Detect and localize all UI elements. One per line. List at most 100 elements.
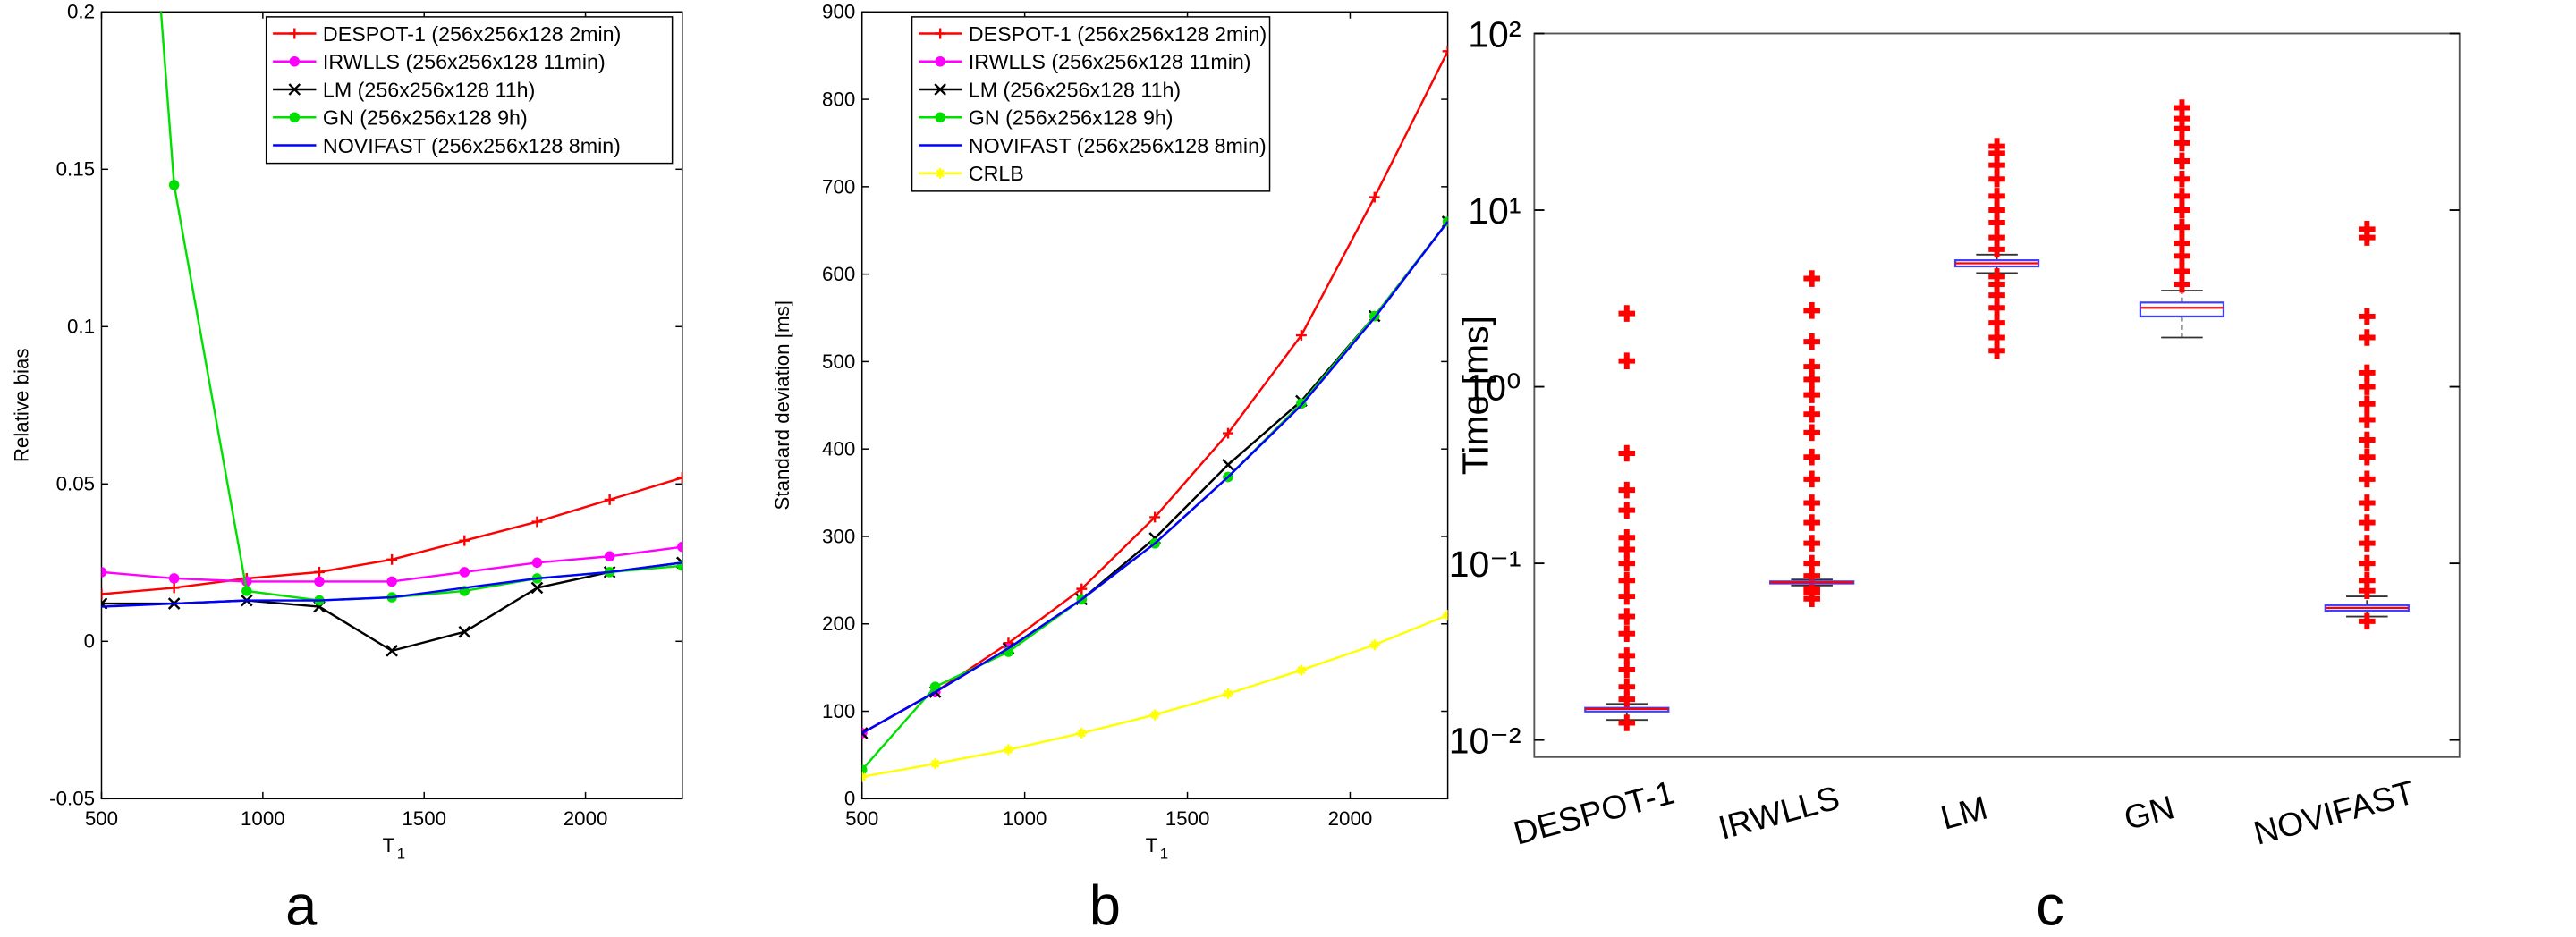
x-axis-label: T xyxy=(383,834,395,857)
marker xyxy=(386,645,398,657)
outlier xyxy=(2359,470,2376,488)
marker xyxy=(604,551,615,562)
outlier xyxy=(1803,514,1820,531)
outlier xyxy=(1618,554,1636,572)
x-tick-label: GN xyxy=(2120,788,2178,837)
legend-label: GN (256x256x128 9h) xyxy=(323,106,528,130)
outlier xyxy=(1618,502,1636,519)
outlier xyxy=(1618,714,1636,731)
outlier xyxy=(2359,494,2376,511)
outlier xyxy=(1618,647,1636,664)
marker xyxy=(531,557,543,569)
outlier xyxy=(1618,661,1636,679)
y-axis-label: Standard deviation [ms] xyxy=(771,300,793,510)
outlier xyxy=(1618,481,1636,499)
legend-label: GN (256x256x128 9h) xyxy=(969,106,1174,130)
panel-label: a xyxy=(285,875,318,937)
marker xyxy=(1223,427,1233,439)
x-axis-label: T xyxy=(1146,834,1158,857)
outlier xyxy=(2359,221,2376,238)
marker xyxy=(289,28,301,39)
outlier xyxy=(2359,448,2376,466)
series-group xyxy=(101,12,682,657)
marker xyxy=(288,83,301,96)
outlier xyxy=(2174,234,2190,252)
outlier xyxy=(1618,678,1636,696)
marker xyxy=(861,727,869,739)
legend-label: LM (256x256x128 11h) xyxy=(969,78,1181,101)
outlier xyxy=(1803,424,1820,442)
marker xyxy=(1149,709,1161,721)
marker xyxy=(1222,458,1234,471)
outlier xyxy=(1618,444,1636,462)
y-axis-label: Relative bias xyxy=(11,348,33,462)
marker xyxy=(935,28,946,39)
marker xyxy=(1295,330,1307,342)
marker xyxy=(289,55,301,67)
y-tick-label: 400 xyxy=(822,438,855,460)
line-chart: 0 100 200 300 400 500 600 700 800 900 500 1000 1500 2… xyxy=(771,1,1449,862)
marker xyxy=(935,112,945,123)
outlier xyxy=(1988,268,2005,285)
series-line xyxy=(101,561,682,608)
marker xyxy=(1003,744,1014,756)
outlier xyxy=(1803,554,1820,572)
x-tick-label: 1500 xyxy=(1165,807,1210,830)
box-chart: 10⁻² 10⁻¹ 10⁰ 10¹ 10² Time [ms] DESPOT-1 IRWLLS… xyxy=(1449,13,2461,852)
x-tick-label: LM xyxy=(1936,789,1991,837)
legend-label: IRWLLS (256x256x128 11min) xyxy=(969,50,1251,73)
y-tick-label: 0.1 xyxy=(67,316,95,338)
marker xyxy=(1368,639,1380,651)
panel-label: c xyxy=(2036,875,2064,937)
x-tick-label: 1000 xyxy=(241,807,285,830)
marker xyxy=(1076,583,1088,595)
legend-label: IRWLLS (256x256x128 11min) xyxy=(323,50,606,73)
marker xyxy=(168,180,180,190)
y-tick-label: 300 xyxy=(822,525,855,547)
x-tick-label: 500 xyxy=(85,807,118,830)
panel-label: b xyxy=(1089,875,1121,937)
outlier xyxy=(1618,608,1636,625)
marker xyxy=(1223,688,1233,699)
marker xyxy=(101,567,107,578)
outlier xyxy=(1988,314,2005,332)
outlier xyxy=(1618,528,1636,546)
y-tick-label: 900 xyxy=(822,1,855,23)
y-tick-label: 100 xyxy=(822,700,855,722)
outlier xyxy=(1988,170,2005,188)
outlier xyxy=(1803,333,1820,350)
x-axis-label-subscript: 1 xyxy=(397,845,405,862)
outlier xyxy=(2174,99,2190,116)
y-tick-label: 0 xyxy=(84,630,95,653)
marker xyxy=(459,567,470,578)
legend-label: NOVIFAST (256x256x128 8min) xyxy=(969,134,1267,157)
outlier xyxy=(2359,571,2376,589)
marker xyxy=(1076,728,1088,739)
marker xyxy=(929,758,941,770)
marker xyxy=(531,516,543,528)
outlier xyxy=(2359,308,2376,325)
outlier xyxy=(2359,535,2376,552)
x-tick-label: IRWLLS xyxy=(1715,779,1843,847)
outlier xyxy=(2359,329,2376,346)
legend-label: DESPOT-1 (256x256x128 2min) xyxy=(969,22,1267,46)
outlier xyxy=(1988,329,2005,346)
outlier xyxy=(2359,378,2376,395)
y-axis-label: Time [ms] xyxy=(1454,316,1496,475)
marker xyxy=(314,576,325,587)
outlier xyxy=(2359,411,2376,428)
outlier xyxy=(1803,386,1820,403)
legend-label: NOVIFAST (256x256x128 8min) xyxy=(323,134,621,157)
outlier xyxy=(2174,218,2190,236)
marker xyxy=(386,553,398,565)
outlier xyxy=(1988,138,2005,155)
outlier xyxy=(1618,352,1636,370)
outlier xyxy=(1803,494,1820,511)
legend-label: DESPOT-1 (256x256x128 2min) xyxy=(323,22,621,46)
box xyxy=(2139,301,2225,318)
outlier xyxy=(2359,612,2376,630)
outlier xyxy=(1803,535,1820,552)
legend-box xyxy=(911,16,1271,192)
outlier xyxy=(2174,134,2190,152)
